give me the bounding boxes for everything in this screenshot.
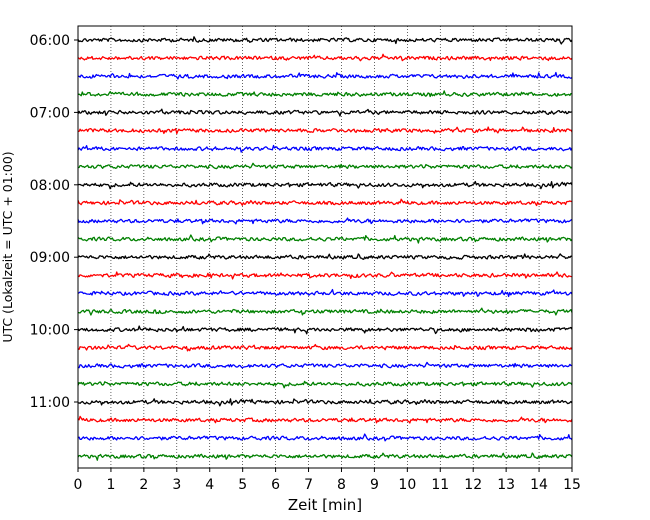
x-tick-label: 7 (304, 477, 313, 493)
trace-row (77, 433, 573, 442)
x-tick-label: 9 (370, 477, 379, 493)
trace-row (77, 71, 573, 80)
trace-row (77, 415, 573, 424)
x-tick-label: 6 (271, 477, 280, 493)
x-tick-label: 8 (337, 477, 346, 493)
trace-row (78, 126, 573, 135)
y-tick-label: 08:00 (30, 178, 70, 194)
x-axis-label: Zeit [min] (288, 496, 362, 514)
trace-row (77, 234, 573, 244)
trace-row (78, 162, 573, 170)
x-tick-label: 15 (563, 477, 581, 493)
trace-row (77, 180, 573, 190)
trace-row (77, 36, 573, 45)
x-tick-label: 12 (464, 477, 482, 493)
x-axis-ticks: 0 1 2 3 4 5 6 7 8 9 10 11 12 13 14 15 (74, 468, 581, 493)
trace-row (77, 343, 573, 352)
trace-row (77, 307, 573, 316)
trace-row (77, 217, 573, 225)
x-tick-label: 4 (205, 477, 214, 493)
y-axis-label: UTC (Lokalzeit = UTC + 01:00) (0, 151, 15, 342)
trace-row (77, 144, 573, 153)
x-tick-label: 1 (106, 477, 115, 493)
y-tick-label: 06:00 (30, 33, 70, 49)
x-tick-label: 13 (497, 477, 515, 493)
y-tick-label: 10:00 (30, 323, 70, 339)
y-tick-label: 11:00 (30, 395, 70, 411)
x-tick-label: 14 (530, 477, 548, 493)
trace-row (77, 325, 573, 335)
x-tick-label: 5 (238, 477, 247, 493)
trace-row (77, 198, 573, 207)
trace-row (77, 288, 573, 298)
x-tick-label: 10 (398, 477, 416, 493)
trace-row (77, 361, 573, 369)
trace-row (77, 53, 573, 62)
trace-row (77, 398, 573, 407)
trace-row (77, 271, 573, 280)
trace-row (77, 253, 572, 260)
seismic-traces (77, 36, 573, 461)
plot-frame (77, 25, 573, 469)
x-tick-label: 0 (74, 477, 83, 493)
x-tick-label: 3 (172, 477, 181, 493)
trace-row (77, 90, 573, 98)
y-tick-label: 09:00 (30, 250, 70, 266)
trace-row (77, 380, 573, 389)
y-axis-ticks: 06:00 07:00 08:00 09:00 10:00 11:00 (30, 33, 78, 411)
x-tick-label: 2 (139, 477, 148, 493)
trace-row (77, 452, 573, 461)
x-tick-label: 11 (431, 477, 449, 493)
trace-row (77, 108, 572, 117)
y-tick-label: 07:00 (30, 105, 70, 121)
